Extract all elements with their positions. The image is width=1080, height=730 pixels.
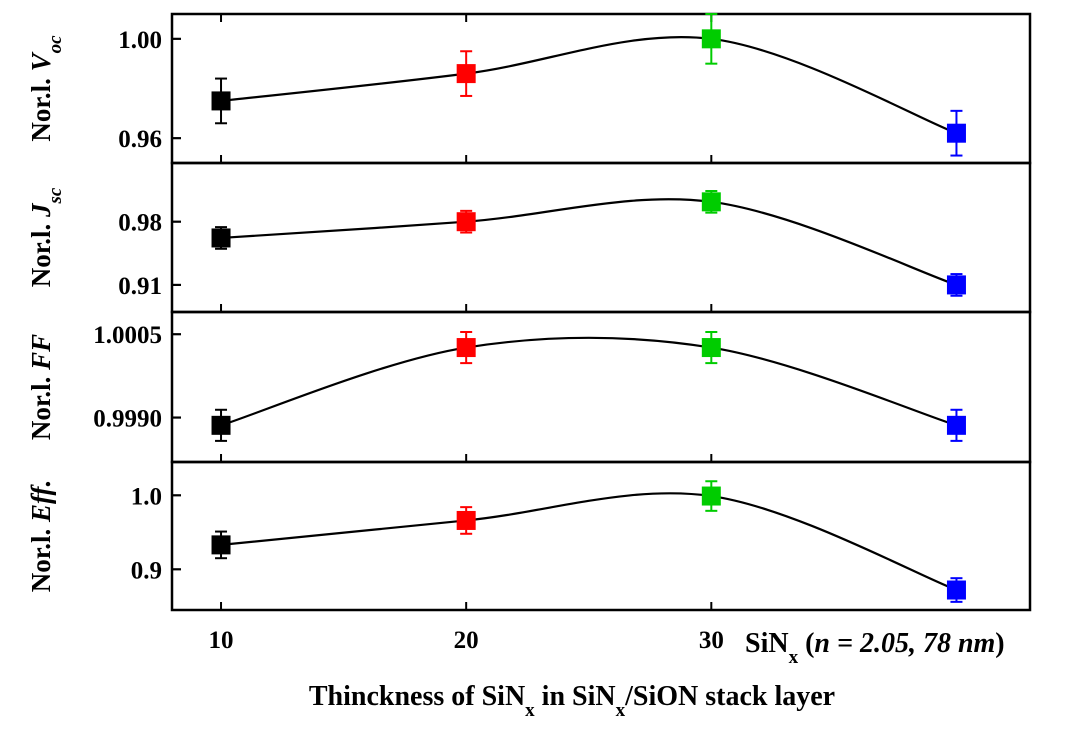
y-tick-label: 0.98 — [118, 210, 162, 237]
y-axis-label-part-2: sc — [45, 187, 66, 204]
y-tick-label: 0.96 — [118, 126, 162, 153]
data-marker — [946, 580, 966, 600]
y-axis-label-part-1: J — [26, 202, 56, 218]
reference-annotation-part-0: SiN — [745, 628, 789, 659]
y-axis-label-part-1: V — [26, 51, 56, 71]
y-axis-label: Nor.l. Voc — [26, 35, 66, 142]
reference-annotation-part-5: ) — [995, 628, 1004, 659]
y-axis-label-part-0: Nor.l. — [26, 217, 56, 287]
reference-annotation-part-1: x — [789, 647, 799, 668]
x-axis-label-part-2: in SiN — [535, 681, 616, 712]
trend-curve — [220, 492, 957, 592]
data-marker — [211, 535, 231, 555]
y-axis-label-part-0: Nor.l. — [26, 522, 56, 592]
data-marker — [701, 486, 721, 506]
data-marker — [701, 29, 721, 49]
panel-frame — [170, 12, 1032, 165]
data-marker — [701, 338, 721, 358]
data-marker — [946, 415, 966, 435]
x-axis-label: Thinckness of SiNx in SiNx/SiON stack la… — [309, 681, 835, 721]
data-marker — [211, 91, 231, 111]
trend-curve — [220, 198, 957, 286]
x-tick-label: 30 — [699, 627, 724, 654]
y-axis-label: Nor.l. Eff. — [26, 480, 56, 593]
y-tick-label: 1.0005 — [93, 322, 162, 349]
y-tick-label: 0.9 — [131, 557, 162, 584]
panel-2: 0.91 0.98 Nor.l. Jsc — [26, 161, 1032, 314]
panel-4: 0.9 1.0 Nor.l. Eff. — [26, 460, 1032, 612]
trend-curve — [220, 336, 957, 427]
reference-annotation-part-3: n — [814, 628, 830, 659]
panel-frame — [170, 460, 1032, 612]
panel-3: 0.9990 1.0005 Nor.l. FF — [26, 310, 1032, 464]
reference-annotation-part-4: = 2.05, 78 nm — [830, 628, 995, 659]
data-marker — [946, 123, 966, 143]
labels-layer: 10 20 30 SiNx (n = 2.05, 78 nm)Thinckness o… — [209, 627, 1005, 721]
y-tick-label: 0.9990 — [93, 406, 162, 433]
y-tick-label: 0.91 — [118, 273, 162, 300]
data-marker — [456, 64, 476, 84]
data-marker — [456, 510, 476, 530]
x-axis-label-part-3: x — [616, 700, 626, 721]
y-tick-label: 1.0 — [131, 483, 162, 510]
panel-1: 0.96 1.00 Nor.l. Voc — [26, 12, 1032, 165]
x-axis-label-part-4: /SiON stack layer — [624, 681, 835, 712]
panel-frame — [170, 161, 1032, 314]
y-axis-label-part-0: Nor.l. — [26, 71, 56, 141]
y-axis-label: Nor.l. FF — [26, 334, 56, 440]
x-tick-label: 10 — [209, 627, 234, 654]
y-axis-label: Nor.l. Jsc — [26, 187, 66, 287]
data-marker — [456, 212, 476, 232]
data-marker — [701, 192, 721, 212]
y-axis-label-part-2: oc — [45, 35, 66, 54]
x-axis-label-part-1: x — [525, 700, 535, 721]
data-marker — [946, 275, 966, 295]
data-marker — [211, 415, 231, 435]
data-marker — [211, 228, 231, 248]
trend-curve — [220, 35, 957, 135]
panels-layer: 0.96 1.00 Nor.l. Voc 0.91 0.98 Nor.l. Jsc 0.99… — [26, 12, 1032, 612]
x-axis-label-part-0: Thinckness of SiN — [309, 681, 525, 712]
y-axis-label-part-1: Eff. — [26, 480, 56, 523]
y-tick-label: 1.00 — [118, 27, 162, 54]
data-marker — [456, 338, 476, 358]
x-tick-label: 20 — [454, 627, 479, 654]
reference-annotation: SiNx (n = 2.05, 78 nm) — [745, 628, 1005, 668]
panel-frame — [170, 310, 1032, 464]
reference-annotation-part-2: ( — [798, 628, 814, 659]
y-axis-label-part-1: FF — [26, 334, 56, 371]
y-axis-label-part-0: Nor.l. — [26, 370, 56, 440]
